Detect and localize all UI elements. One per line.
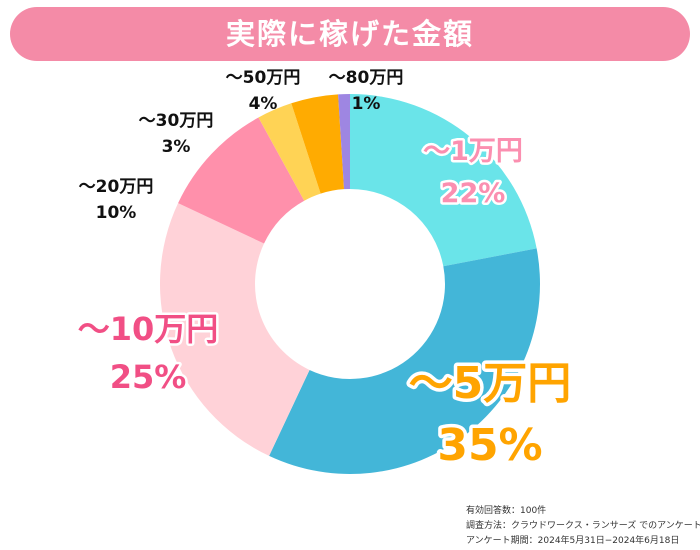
label-6: 〜50万円 4% [226, 68, 301, 114]
value-label: 3% [162, 137, 191, 157]
survey-method-note: 調査方法：クラウドワークス・ランサーズ でのアンケート [466, 521, 700, 531]
value-label: 22% [441, 178, 506, 209]
category-label: 〜1万円 [423, 136, 523, 167]
title-bar: 実際に稼げた金額 [10, 7, 690, 61]
category-label: 〜5万円 [409, 358, 572, 409]
slice-7 [338, 94, 350, 190]
slice-5 [258, 103, 321, 201]
value-label: 4% [249, 94, 278, 114]
sample-size-note: 有効回答数：100件 [466, 506, 547, 516]
survey-period-note: アンケート期間：2024年5月31日−2024年6月18日 [466, 536, 680, 546]
category-label: 〜80万円 [329, 68, 404, 88]
chart-title: 実際に稼げた金額 [225, 17, 474, 51]
slice-6 [291, 94, 345, 194]
label-7: 〜80万円 1% [329, 68, 404, 114]
value-label: 10% [96, 203, 137, 223]
label-1: 〜1万円 22% [421, 134, 526, 212]
label-3: 〜10万円 25% [75, 308, 221, 399]
value-label: 25% [110, 358, 187, 396]
slice-1 [350, 94, 537, 267]
slices-group [160, 94, 540, 474]
category-label: 〜30万円 [139, 111, 214, 131]
label-4: 〜20万円 10% [79, 177, 154, 223]
category-label: 〜20万円 [79, 177, 154, 197]
label-2: 〜5万円 35% [405, 355, 575, 475]
category-label: 〜10万円 [78, 310, 219, 348]
slice-4 [178, 117, 305, 244]
slice-3 [160, 203, 310, 456]
value-label: 35% [437, 420, 542, 471]
label-5: 〜30万円 3% [139, 111, 214, 157]
labels-group: 〜1万円 22% 〜5万円 35% 〜10万円 25% 〜20万円 10% 〜30万円 3% 〜50… [75, 68, 575, 475]
category-label: 〜50万円 [226, 68, 301, 88]
slice-2 [269, 248, 540, 474]
value-label: 1% [352, 94, 381, 114]
